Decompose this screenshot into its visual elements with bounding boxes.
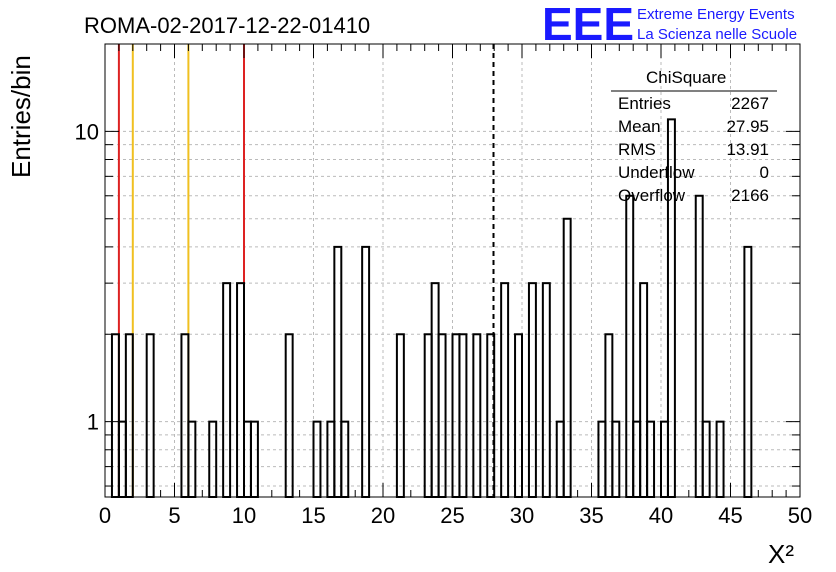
reference-lines [117, 44, 495, 497]
histogram-bin [180, 333, 190, 499]
stats-rows: Entries 2267 Mean 27.95 RMS 13.91 Underflow 0 Ov… [618, 94, 769, 205]
x-tick-label: 0 [99, 503, 111, 528]
histogram-bin [395, 333, 405, 499]
stats-label: RMS [618, 140, 656, 159]
histogram-bin [527, 282, 537, 498]
x-tick-label: 20 [371, 503, 395, 528]
histogram-bin [625, 194, 635, 498]
histogram-bin [694, 194, 704, 498]
stats-box: ChiSquare Entries 2267 Mean 27.95 RMS 13.91 Un… [611, 68, 777, 205]
stats-value: 2267 [731, 94, 769, 113]
tick-labels: 0 5 10 15 20 25 30 35 40 45 50 1 10 [75, 119, 813, 528]
histogram-bin [562, 217, 572, 498]
y-tick-label: 10 [75, 119, 99, 144]
histogram-bin [541, 282, 551, 498]
eee-logo: EEE [542, 0, 634, 50]
histogram-bin [451, 333, 461, 499]
x-axis-title: X² [768, 539, 794, 569]
stats-label: Underflow [618, 163, 695, 182]
x-tick-label: 10 [232, 503, 256, 528]
histogram-bin [639, 282, 649, 498]
axis-ticks [104, 44, 801, 497]
histogram-bin [604, 333, 614, 499]
histogram-bin [472, 333, 482, 499]
histogram-bin [284, 333, 294, 499]
histogram-bin [500, 282, 510, 498]
histogram-bin [124, 333, 134, 499]
stats-label: Mean [618, 117, 661, 136]
stats-label: Overflow [618, 186, 686, 205]
histogram-bin [222, 282, 232, 498]
y-axis-title: Entries/bin [6, 55, 36, 178]
histogram-bin [423, 333, 433, 499]
histogram-bin [458, 333, 468, 499]
grid [105, 44, 800, 497]
histogram-bin [145, 333, 155, 499]
stats-value: 27.95 [726, 117, 769, 136]
stats-value: 0 [760, 163, 769, 182]
histogram-bin [430, 282, 440, 498]
histogram-bin [437, 333, 447, 499]
histogram-bin [236, 282, 246, 498]
stats-value: 13.91 [726, 140, 769, 159]
stats-value: 2166 [731, 186, 769, 205]
y-tick-label: 1 [87, 410, 99, 435]
x-tick-label: 5 [168, 503, 180, 528]
logo-line-1: Extreme Energy Events [637, 6, 795, 23]
plot-title: ROMA-02-2017-12-22-01410 [84, 13, 370, 38]
x-tick-label: 25 [440, 503, 464, 528]
histogram-bin [743, 245, 753, 498]
logo-line-2: La Scienza nelle Scuole [637, 26, 797, 43]
histogram-bin [110, 333, 120, 499]
histogram-bin [514, 333, 523, 499]
x-tick-label: 50 [788, 503, 812, 528]
x-tick-label: 30 [510, 503, 534, 528]
stats-label: Entries [618, 94, 671, 113]
x-tick-label: 15 [301, 503, 325, 528]
x-tick-label: 45 [718, 503, 742, 528]
histogram-bin [333, 245, 343, 498]
x-tick-label: 40 [649, 503, 673, 528]
stats-title: ChiSquare [646, 68, 726, 87]
histogram-bin [361, 245, 371, 498]
x-tick-label: 35 [579, 503, 603, 528]
